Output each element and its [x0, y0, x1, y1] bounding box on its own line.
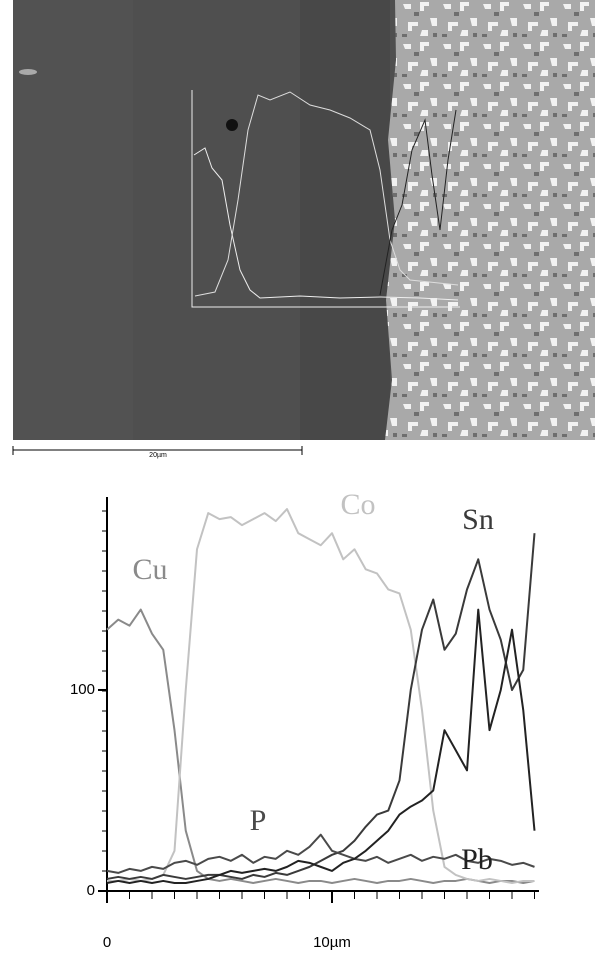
series-line: [106, 833, 535, 874]
series-label: Co: [340, 488, 375, 521]
chart: 0 100 0 10µm Cu Co Sn P Pb: [70, 488, 539, 951]
scale-bar: 20µm: [12, 446, 303, 459]
y-tick-label: 100: [70, 681, 95, 698]
series-label: Cu: [132, 553, 167, 586]
series-line: [107, 508, 535, 884]
series-label: Pb: [461, 843, 493, 876]
y-tick-label: 0: [87, 882, 95, 899]
x-tick-label: 10µm: [313, 934, 351, 951]
series-label: Sn: [462, 503, 494, 536]
series-line: [106, 608, 535, 884]
sem-image: [13, 0, 595, 440]
series-line: [106, 533, 536, 880]
series-line: [106, 608, 536, 884]
scale-label: 20µm: [149, 452, 167, 459]
x-tick-label: 0: [103, 934, 111, 951]
series-label: P: [250, 804, 267, 837]
